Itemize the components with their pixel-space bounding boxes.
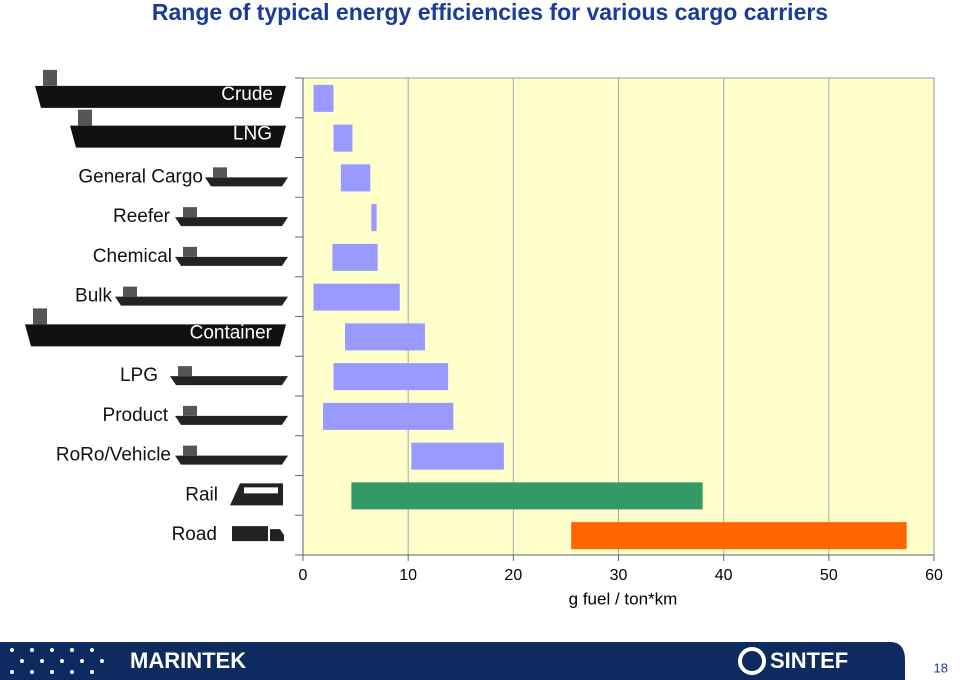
category-label: Bulk: [75, 286, 112, 307]
ship-superstructure: [33, 308, 47, 325]
ship-superstructure: [183, 405, 197, 416]
ship-superstructure: [178, 366, 192, 377]
footer-band: [0, 642, 905, 680]
category-label: Road: [172, 524, 217, 545]
category-label: Container: [190, 322, 273, 343]
category-label: Crude: [221, 84, 273, 105]
x-tick-label: 50: [820, 567, 838, 584]
ship-hull: [25, 324, 286, 347]
range-bar: [322, 402, 454, 430]
ship-hull: [170, 376, 288, 386]
chart-title: Range of typical energy efficiencies for…: [152, 0, 828, 25]
range-bar: [333, 363, 449, 391]
ship-superstructure: [183, 207, 197, 218]
sintef-symbol: [738, 647, 766, 675]
category-label: RoRo/Vehicle: [56, 445, 171, 466]
ship-hull: [175, 256, 288, 266]
ship-superstructure: [213, 167, 227, 178]
range-bar: [571, 522, 907, 550]
category-label: LNG: [233, 124, 272, 145]
range-bar: [313, 84, 334, 112]
dot-grid: [10, 648, 104, 674]
chart: 0 10 20 30 40 50 60 Crude LNG General Cargo Reefer…: [25, 69, 943, 584]
category-label: General Cargo: [78, 166, 203, 187]
x-tick-label: 20: [504, 567, 522, 584]
x-tick-label: 40: [715, 567, 733, 584]
range-bar: [411, 442, 504, 470]
ship-hull: [35, 85, 286, 108]
marintek-logo: MARINTEK: [130, 648, 246, 673]
x-tick-label: 60: [925, 567, 943, 584]
category-label: Reefer: [113, 206, 171, 227]
x-tick-label: 10: [399, 567, 417, 584]
ship-superstructure: [183, 246, 197, 257]
ship-superstructure: [43, 69, 57, 86]
range-bar: [351, 482, 703, 510]
footer: MARINTEK SINTEF 18: [0, 642, 948, 680]
ship-hull: [205, 177, 288, 187]
truck-cab: [270, 529, 284, 542]
train-icon: [230, 483, 283, 506]
category-label: Chemical: [93, 246, 172, 267]
x-axis-label: g fuel / ton*km: [569, 589, 678, 608]
ship-hull: [175, 415, 288, 425]
ship-superstructure: [123, 286, 137, 297]
range-bar: [333, 124, 353, 152]
sintef-logo: SINTEF: [770, 648, 848, 673]
range-bar: [340, 164, 371, 192]
train-window: [244, 487, 278, 494]
ship-hull: [70, 125, 286, 148]
truck-icon: [232, 526, 268, 542]
range-bar: [345, 323, 425, 351]
ship-hull: [175, 455, 288, 465]
ship-superstructure: [78, 109, 92, 126]
ship-hull: [115, 296, 288, 306]
page-number: 18: [934, 660, 948, 675]
range-bar: [313, 283, 400, 311]
ship-superstructure: [183, 445, 197, 456]
x-tick-label: 0: [299, 567, 308, 584]
range-bar: [371, 204, 377, 232]
category-label: Rail: [185, 484, 218, 505]
x-tick-label: 30: [610, 567, 628, 584]
category-label: Product: [103, 405, 169, 426]
category-label: LPG: [120, 365, 158, 386]
range-bar: [332, 243, 378, 271]
ship-hull: [175, 217, 288, 227]
